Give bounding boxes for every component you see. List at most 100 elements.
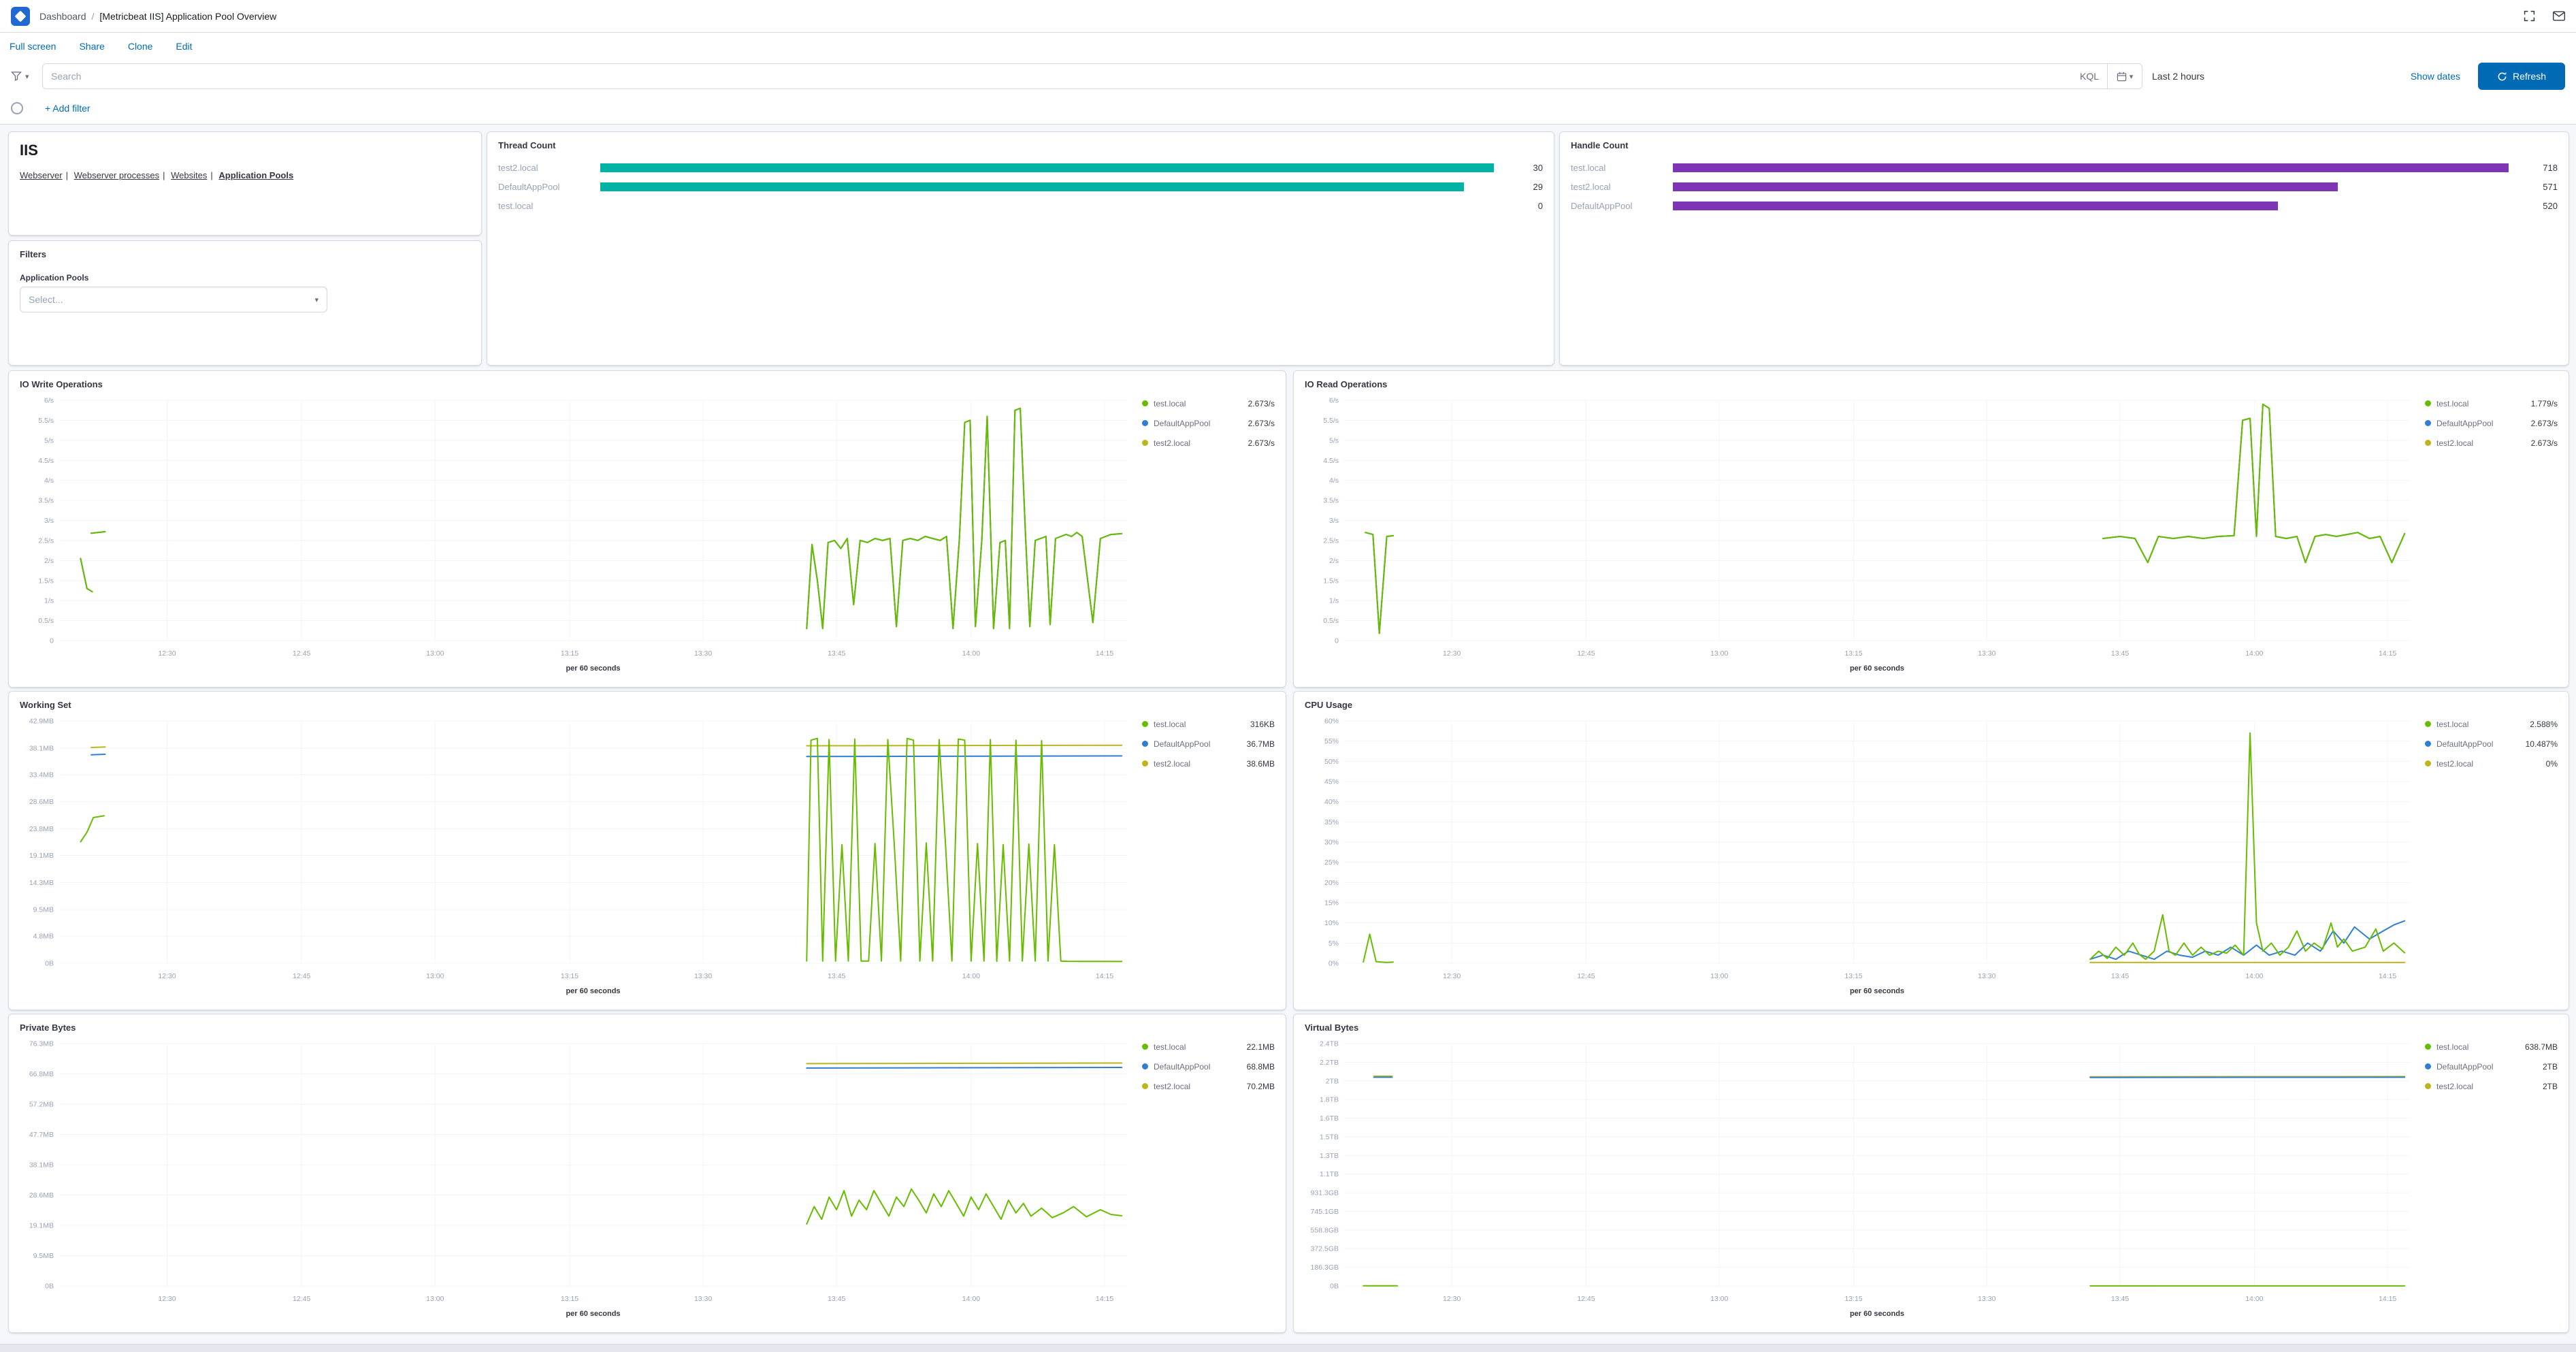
calendar-icon xyxy=(2117,71,2126,81)
y-axis-tick-label: 9.5MB xyxy=(33,1252,54,1260)
legend-item[interactable]: DefaultAppPool 2.673/s xyxy=(2425,413,2558,433)
legend-color-dot xyxy=(2425,1083,2431,1089)
show-dates-button[interactable]: Show dates xyxy=(2410,71,2460,82)
elastic-logo[interactable] xyxy=(11,6,30,26)
line-chart-svg[interactable]: 76.3MB 66.8MB 57.2MB 47.7MB 38.1MB 28.6MB 19.1… xyxy=(20,1037,1135,1324)
panel-title: IO Write Operations xyxy=(20,379,103,389)
edit-button[interactable]: Edit xyxy=(176,41,193,52)
clone-button[interactable]: Clone xyxy=(127,41,153,52)
legend-item[interactable]: test.local 316KB xyxy=(1142,714,1275,734)
link-webserver-processes[interactable]: Webserver processes xyxy=(74,170,160,180)
cpu-usage-line-chart[interactable]: 60% 55% 50% 45% 40% 35% 30% 25% 20% 15% 10% 5% 0% 12:… xyxy=(1305,714,2418,1001)
breadcrumb-dashboard[interactable]: Dashboard xyxy=(39,10,86,22)
legend-color-dot xyxy=(2425,420,2431,426)
series-line-test.local xyxy=(91,531,106,534)
line-chart-svg[interactable]: 2.4TB 2.2TB 2TB 1.8TB 1.6TB 1.5TB 1.3TB 1.1TB 93… xyxy=(1305,1037,2418,1324)
line-chart-svg[interactable]: 60% 55% 50% 45% 40% 35% 30% 25% 20% 15% 10% 5% 0% 12:… xyxy=(1305,714,2418,1001)
y-axis-tick-label: 0.5/s xyxy=(38,617,54,625)
legend-item[interactable]: test2.local 2.673/s xyxy=(2425,433,2558,453)
saved-query-menu-button[interactable]: ▾ xyxy=(11,71,42,82)
x-axis-tick-label: 13:45 xyxy=(828,1295,845,1303)
y-axis-tick-label: 15% xyxy=(1324,899,1339,907)
time-range-label[interactable]: Last 2 hours xyxy=(2152,71,2205,82)
link-websites[interactable]: Websites xyxy=(171,170,208,180)
y-axis-tick-label: 3.5/s xyxy=(38,497,54,505)
line-chart-svg[interactable]: 6/s 5.5/s 5/s 4.5/s 4/s 3.5/s 3/s 2.5/s 2/s 1.5/s… xyxy=(1305,393,2418,679)
legend-item[interactable]: test.local 638.7MB xyxy=(2425,1037,2558,1057)
panel-title: Private Bytes xyxy=(20,1023,76,1033)
y-axis-tick-label: 1/s xyxy=(1329,597,1339,605)
header-actions xyxy=(2524,10,2565,22)
fullscreen-icon[interactable] xyxy=(2524,10,2535,22)
legend-series-value: 2TB xyxy=(2542,1081,2558,1091)
x-axis-tick-label: 12:45 xyxy=(293,649,310,658)
legend-series-value: 2.673/s xyxy=(2530,418,2558,428)
panel-handle-count: Handle Count test.local 718 test2.local 571… xyxy=(1559,131,2569,366)
legend-color-dot xyxy=(1142,721,1148,727)
link-webserver[interactable]: Webserver xyxy=(20,170,63,180)
y-axis-tick-label: 0B xyxy=(45,960,54,968)
full-screen-button[interactable]: Full screen xyxy=(10,41,56,52)
x-axis-tick-label: 14:00 xyxy=(962,649,980,658)
legend-item[interactable]: test.local 1.779/s xyxy=(2425,393,2558,413)
working-set-line-chart[interactable]: 42.9MB 38.1MB 33.4MB 28.6MB 23.8MB 19.1MB 14.3… xyxy=(20,714,1135,1001)
y-axis-tick-label: 28.6MB xyxy=(29,1191,54,1200)
y-axis-tick-label: 25% xyxy=(1324,858,1339,867)
x-axis-tick-label: 14:00 xyxy=(2245,649,2263,658)
x-axis-tick-label: 12:45 xyxy=(1577,649,1595,658)
legend-item[interactable]: test2.local 0% xyxy=(2425,754,2558,773)
legend-item[interactable]: DefaultAppPool 2TB xyxy=(2425,1057,2558,1076)
horizontal-scrollbar[interactable] xyxy=(0,1344,2576,1352)
virtual-bytes-line-chart[interactable]: 2.4TB 2.2TB 2TB 1.8TB 1.6TB 1.5TB 1.3TB 1.1TB 93… xyxy=(1305,1037,2418,1324)
legend-item[interactable]: test2.local 38.6MB xyxy=(1142,754,1275,773)
filter-circle-icon[interactable] xyxy=(11,102,23,114)
series-line-test.local xyxy=(1365,532,1394,634)
legend-item[interactable]: test2.local 70.2MB xyxy=(1142,1076,1275,1096)
legend-item[interactable]: DefaultAppPool 68.8MB xyxy=(1142,1057,1275,1076)
x-axis-tick-label: 14:15 xyxy=(1096,972,1113,980)
private-bytes-line-chart[interactable]: 76.3MB 66.8MB 57.2MB 47.7MB 38.1MB 28.6MB 19.1… xyxy=(20,1037,1135,1324)
feedback-mail-icon[interactable] xyxy=(2553,11,2565,21)
application-pools-select[interactable]: Select... ▾ xyxy=(20,287,327,312)
legend-item[interactable]: test.local 22.1MB xyxy=(1142,1037,1275,1057)
link-application-pools[interactable]: Application Pools xyxy=(218,170,294,180)
x-axis-tick-label: 13:45 xyxy=(828,649,845,658)
series-line-test.local xyxy=(2102,403,2406,564)
y-axis-tick-label: 2.5/s xyxy=(1323,536,1339,545)
search-input[interactable]: Search KQL xyxy=(42,63,2107,89)
share-button[interactable]: Share xyxy=(79,41,105,52)
kibana-chrome: Dashboard / [Metricbeat IIS] Application… xyxy=(0,0,2576,125)
io-write-line-chart[interactable]: 6/s 5.5/s 5/s 4.5/s 4/s 3.5/s 3/s 2.5/s 2/s 1.5/s… xyxy=(20,393,1135,679)
refresh-icon xyxy=(2498,71,2507,80)
x-axis-tick-label: 13:00 xyxy=(426,649,444,658)
x-axis-tick-label: 12:45 xyxy=(293,972,310,980)
handle-count-bar-chart: test.local 718 test2.local 571 DefaultAppPoo… xyxy=(1571,163,2558,220)
line-chart-svg[interactable]: 6/s 5.5/s 5/s 4.5/s 4/s 3.5/s 3/s 2.5/s 2/s 1.5/s… xyxy=(20,393,1135,679)
legend-item[interactable]: DefaultAppPool 2.673/s xyxy=(1142,413,1275,433)
legend-item[interactable]: DefaultAppPool 36.7MB xyxy=(1142,734,1275,754)
legend-color-dot xyxy=(2425,1063,2431,1069)
series-line-test.local xyxy=(806,1188,1123,1225)
io-read-line-chart[interactable]: 6/s 5.5/s 5/s 4.5/s 4/s 3.5/s 3/s 2.5/s 2/s 1.5/s… xyxy=(1305,393,2418,679)
add-filter-button[interactable]: + Add filter xyxy=(45,103,91,114)
legend-series-value: 10.487% xyxy=(2525,739,2558,749)
refresh-button[interactable]: Refresh xyxy=(2478,63,2565,90)
legend-item[interactable]: test.local 2.673/s xyxy=(1142,393,1275,413)
legend-item[interactable]: test2.local 2TB xyxy=(2425,1076,2558,1096)
legend-series-value: 638.7MB xyxy=(2524,1042,2558,1052)
y-axis-tick-label: 50% xyxy=(1324,758,1339,766)
legend-series-value: 2TB xyxy=(2542,1061,2558,1072)
line-chart-svg[interactable]: 42.9MB 38.1MB 33.4MB 28.6MB 23.8MB 19.1MB 14.3… xyxy=(20,714,1135,1001)
y-axis-tick-label: 1.3TB xyxy=(1320,1152,1339,1160)
y-axis-tick-label: 47.7MB xyxy=(29,1131,54,1139)
query-language-button[interactable]: KQL xyxy=(2079,71,2099,82)
legend-series-name: DefaultAppPool xyxy=(2436,1061,2494,1072)
y-axis-tick-label: 3/s xyxy=(44,517,54,525)
date-quick-select-button[interactable]: ▾ xyxy=(2107,63,2142,89)
legend-item[interactable]: test.local 2.588% xyxy=(2425,714,2558,734)
x-axis-tick-label: 12:30 xyxy=(1443,972,1461,980)
legend-item[interactable]: test2.local 2.673/s xyxy=(1142,433,1275,453)
y-axis-tick-label: 66.8MB xyxy=(29,1070,54,1078)
legend-item[interactable]: DefaultAppPool 10.487% xyxy=(2425,734,2558,754)
x-axis-title: per 60 seconds xyxy=(566,987,620,995)
